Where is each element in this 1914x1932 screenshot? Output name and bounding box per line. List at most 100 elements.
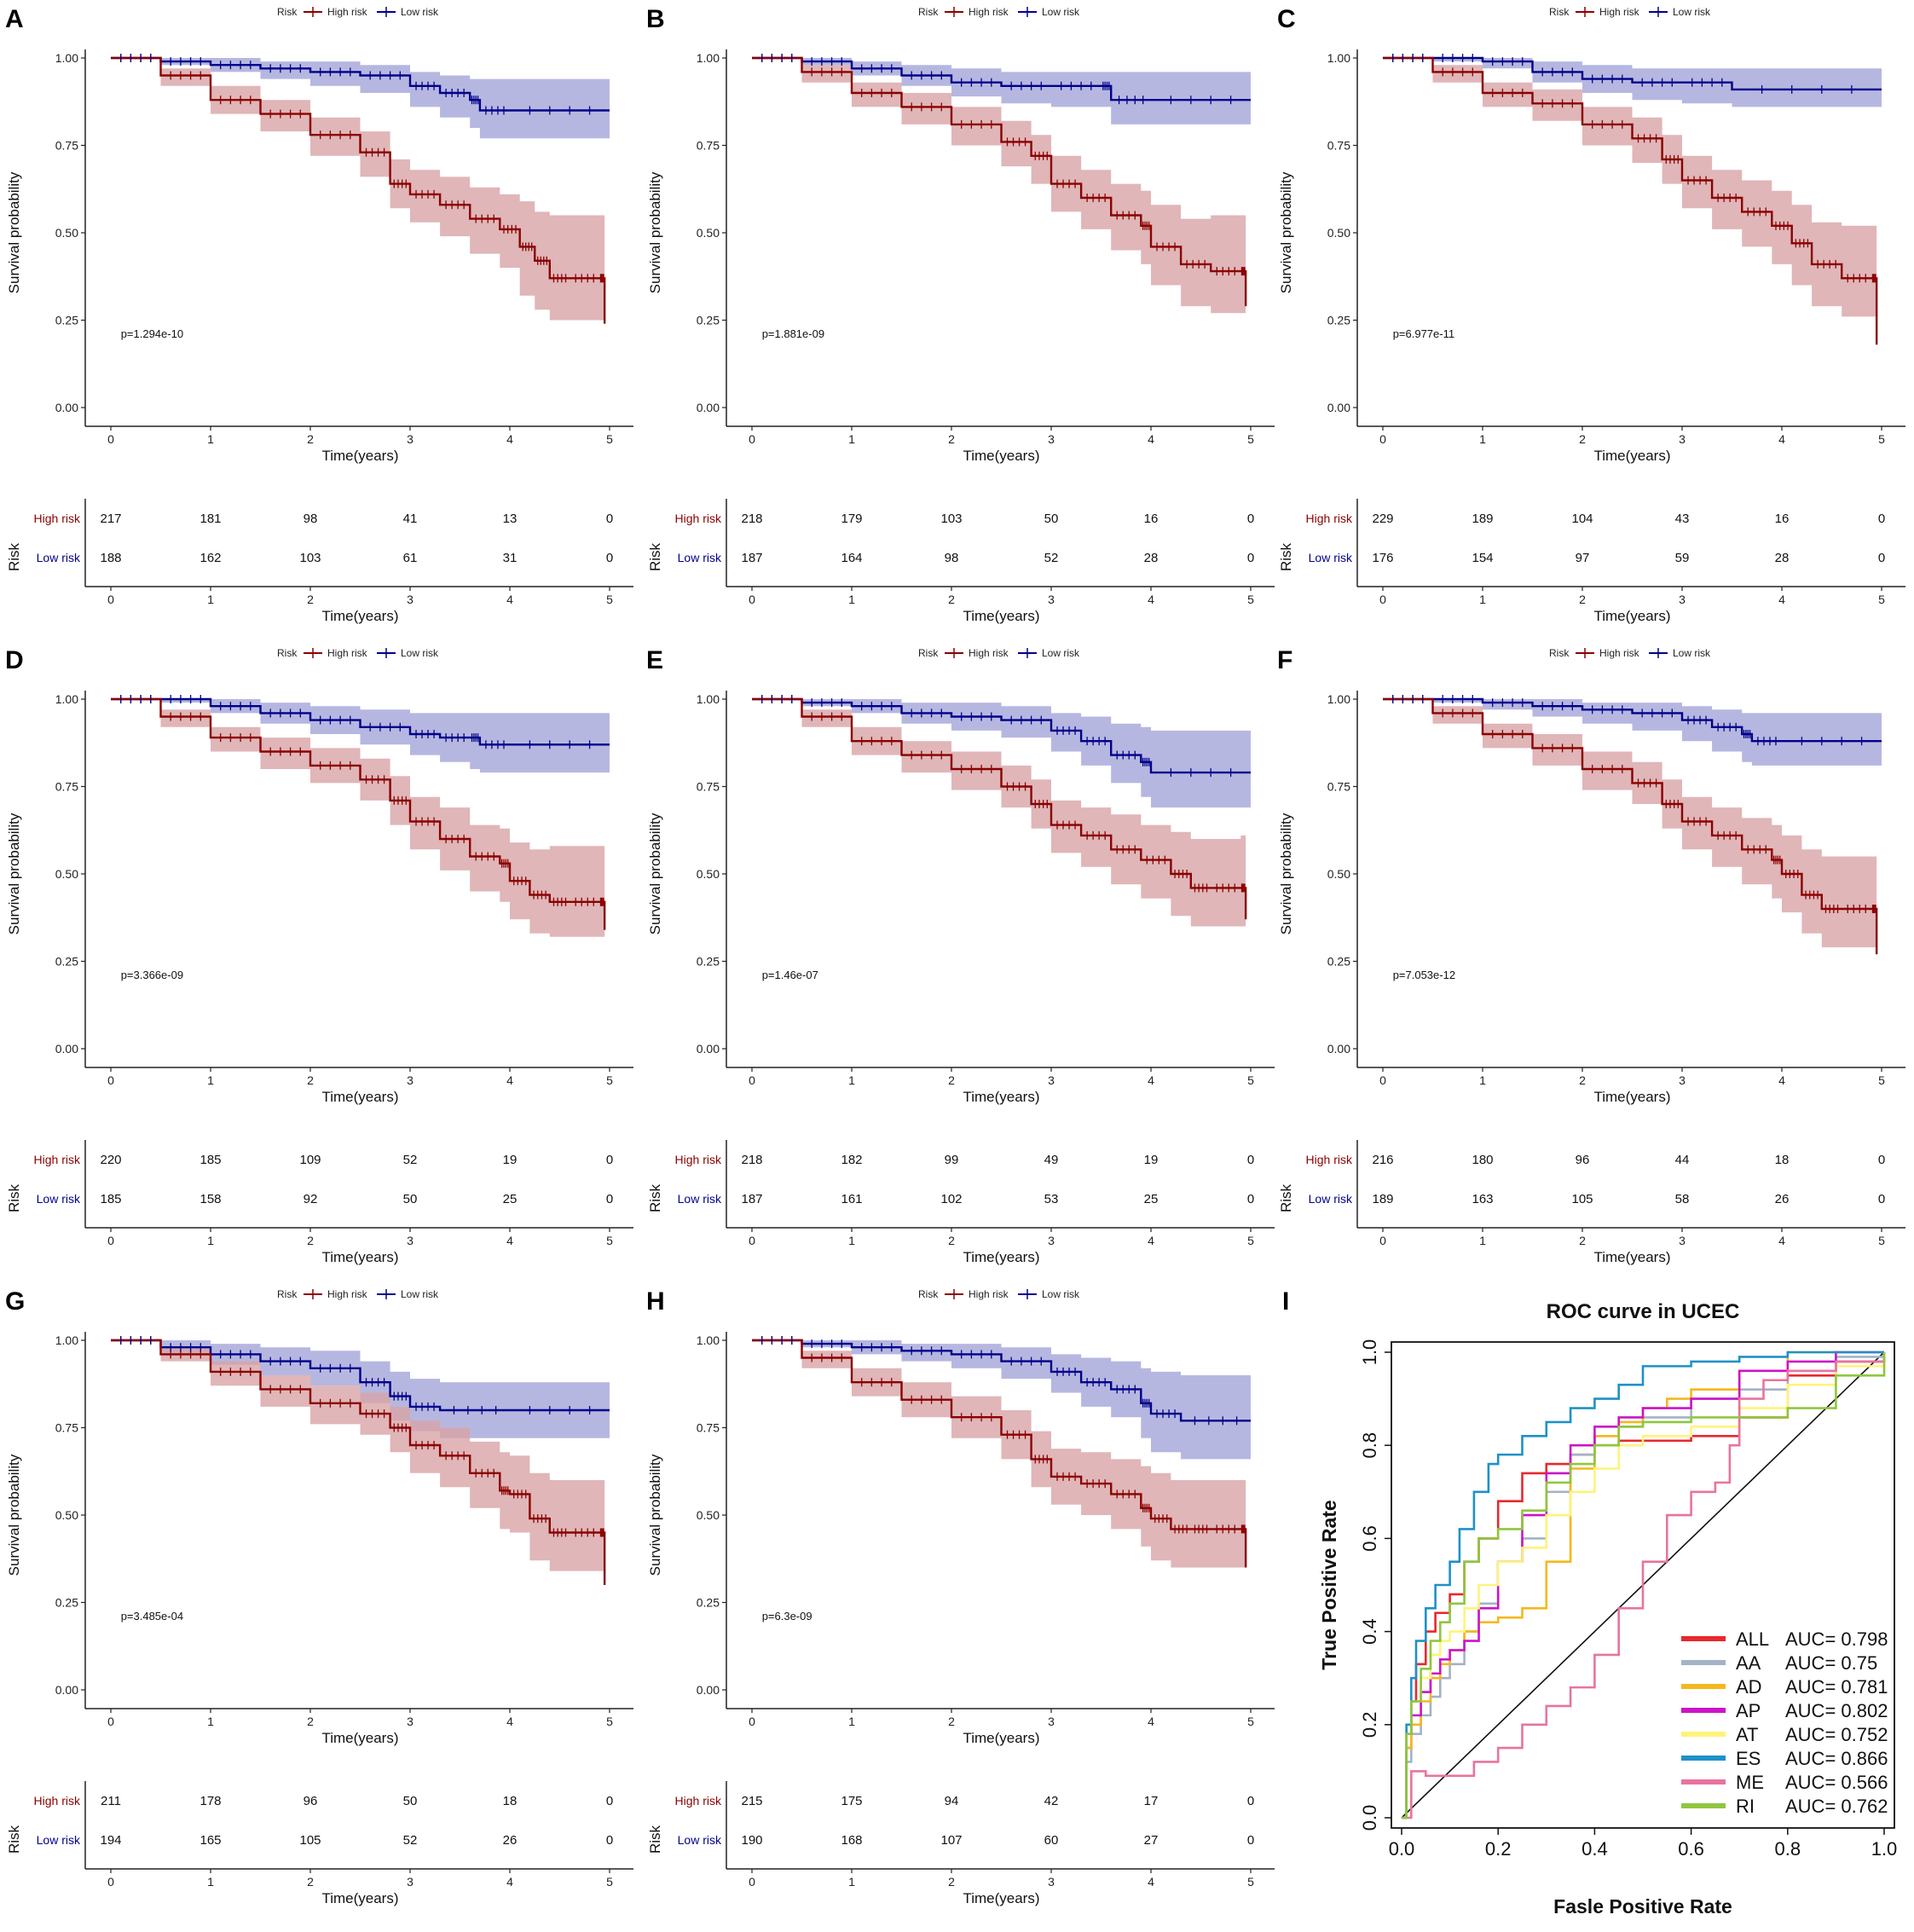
y-tick-label: 0.75 bbox=[55, 780, 78, 794]
legend: Risk High risk Low risk bbox=[1549, 6, 1711, 18]
risk-table-high-count: 99 bbox=[945, 1153, 959, 1167]
y-tick-label: 0.50 bbox=[1327, 226, 1350, 240]
risk-table-x-tick-label: 3 bbox=[1048, 593, 1055, 606]
risk-table-high-count: 215 bbox=[741, 1794, 762, 1808]
roc-curve-ad bbox=[1402, 1351, 1884, 1819]
high-risk-curve bbox=[111, 56, 606, 324]
risk-table-high-count: 185 bbox=[199, 1153, 221, 1167]
risk-table-x-tick-label: 1 bbox=[207, 1875, 214, 1889]
risk-table-high-count: 189 bbox=[1472, 512, 1493, 526]
risk-table-low-count: 185 bbox=[100, 1192, 121, 1206]
low-risk-curve bbox=[752, 697, 1251, 774]
risk-table-x-tick-label: 4 bbox=[1148, 1875, 1154, 1889]
risk-table-x-tick-label: 2 bbox=[948, 1875, 955, 1889]
x-tick-label: 0.0 bbox=[1389, 1838, 1415, 1860]
y-tick-label: 0.75 bbox=[1327, 139, 1350, 153]
high-risk-curve bbox=[1383, 697, 1878, 955]
p-value: p=3.485e-04 bbox=[121, 1610, 183, 1623]
p-value: p=6.977e-11 bbox=[1393, 327, 1454, 340]
low-risk-ci-band bbox=[111, 58, 610, 139]
risk-table-low-label: Low risk bbox=[37, 1192, 81, 1206]
legend-name-ri: RI bbox=[1736, 1796, 1755, 1817]
legend-title: Risk bbox=[1549, 6, 1570, 18]
panel-letter: I bbox=[1282, 1287, 1289, 1316]
p-value: p=3.366e-09 bbox=[121, 969, 183, 981]
risk-table-high-count: 211 bbox=[101, 1794, 121, 1808]
risk-table-x-tick-label: 3 bbox=[1679, 593, 1686, 606]
x-tick-label: 5 bbox=[1878, 432, 1885, 446]
x-tick-label: 0 bbox=[1379, 432, 1386, 446]
legend-high-label: High risk bbox=[327, 1288, 368, 1300]
y-tick-label: 0.75 bbox=[55, 139, 78, 153]
y-tick-label: 0.50 bbox=[55, 867, 78, 881]
high-risk-curve bbox=[752, 697, 1247, 920]
risk-table-title: Risk bbox=[1278, 542, 1294, 571]
km-panel-F: F Risk High risk Low risk 0.00 0.25 0.50 0.75 1.… bbox=[1277, 646, 1905, 1265]
y-tick-label: 0.00 bbox=[697, 1683, 720, 1697]
risk-table-x-tick-label: 2 bbox=[307, 593, 314, 606]
legend: Risk High risk Low risk bbox=[277, 647, 439, 659]
x-tick-label: 1 bbox=[207, 1715, 214, 1728]
x-tick-label: 1 bbox=[207, 432, 214, 446]
risk-table-low-count: 158 bbox=[199, 1192, 221, 1206]
low-risk-ci-band bbox=[1383, 699, 1882, 766]
risk-table-high-count: 0 bbox=[1878, 512, 1885, 526]
y-tick-label: 1.00 bbox=[55, 1333, 78, 1347]
risk-table-low-count: 26 bbox=[1775, 1192, 1790, 1206]
x-tick-label: 3 bbox=[407, 1715, 413, 1728]
risk-table-low-label: Low risk bbox=[678, 1192, 722, 1206]
y-tick-label: 1.00 bbox=[55, 51, 78, 65]
y-tick-label: 0.2 bbox=[1359, 1712, 1380, 1738]
km-panel-H: H Risk High risk Low risk 0.00 0.25 0.50 0.75 1.… bbox=[646, 1287, 1275, 1906]
risk-table-x-tick-label: 4 bbox=[1148, 1234, 1154, 1247]
risk-table-x-title: Time(years) bbox=[963, 608, 1039, 624]
x-tick-label: 1 bbox=[1479, 432, 1486, 446]
roc-curve-es bbox=[1402, 1351, 1884, 1819]
high-risk-ci-band bbox=[1383, 699, 1877, 1007]
risk-table-low-count: 163 bbox=[1472, 1192, 1493, 1206]
roc-curve-ri bbox=[1402, 1352, 1886, 1819]
legend-high-label: High risk bbox=[969, 6, 1009, 18]
risk-table-high-count: 13 bbox=[503, 512, 518, 526]
y-tick-label: 0.25 bbox=[697, 955, 720, 969]
risk-table-x-tick-label: 3 bbox=[407, 1875, 413, 1889]
risk-table-x-tick-label: 0 bbox=[749, 1234, 755, 1247]
x-tick-label: 5 bbox=[1247, 432, 1254, 446]
risk-table-x-tick-label: 3 bbox=[407, 1234, 413, 1247]
x-axis-title: Time(years) bbox=[1593, 1089, 1670, 1105]
y-tick-label: 0.50 bbox=[55, 226, 78, 240]
y-tick-label: 0.25 bbox=[697, 314, 720, 327]
y-tick-label: 0.50 bbox=[697, 226, 720, 240]
y-tick-label: 0.8 bbox=[1359, 1432, 1380, 1459]
y-axis-title: Survival probability bbox=[1278, 813, 1294, 934]
risk-table-high-count: 44 bbox=[1675, 1153, 1690, 1167]
y-tick-label: 0.25 bbox=[1327, 955, 1350, 969]
risk-table-x-tick-label: 4 bbox=[1778, 1234, 1785, 1247]
risk-table-low-label: Low risk bbox=[1309, 1192, 1353, 1206]
p-value: p=1.294e-10 bbox=[121, 327, 183, 340]
risk-table-x-tick-label: 5 bbox=[1878, 593, 1885, 606]
y-tick-label: 0.00 bbox=[55, 1042, 78, 1056]
risk-table-low-count: 165 bbox=[199, 1833, 221, 1848]
risk-table-high-count: 218 bbox=[741, 1153, 762, 1167]
risk-table-high-count: 98 bbox=[304, 512, 318, 526]
legend-high-label: High risk bbox=[1599, 6, 1640, 18]
x-axis-title: Time(years) bbox=[321, 1089, 398, 1105]
risk-table-x-tick-label: 5 bbox=[1247, 1875, 1254, 1889]
x-tick-label: 3 bbox=[1048, 1073, 1055, 1087]
risk-table-low-label: Low risk bbox=[678, 1833, 722, 1847]
legend-name-es: ES bbox=[1736, 1748, 1761, 1769]
x-tick-label: 0 bbox=[749, 1715, 755, 1728]
x-tick-label: 5 bbox=[1247, 1073, 1254, 1087]
risk-table-high-count: 16 bbox=[1144, 512, 1159, 526]
panel-letter: F bbox=[1277, 646, 1292, 674]
risk-table-low-count: 0 bbox=[1247, 1833, 1254, 1848]
low-risk-ci-band bbox=[752, 1340, 1251, 1460]
low-risk-curve bbox=[111, 697, 610, 746]
x-axis-title: Time(years) bbox=[321, 1730, 398, 1746]
risk-table-x-title: Time(years) bbox=[321, 1249, 398, 1265]
risk-table-high-label: High risk bbox=[34, 1794, 81, 1808]
y-tick-label: 0.50 bbox=[55, 1508, 78, 1522]
risk-table-x-tick-label: 2 bbox=[948, 1234, 955, 1247]
